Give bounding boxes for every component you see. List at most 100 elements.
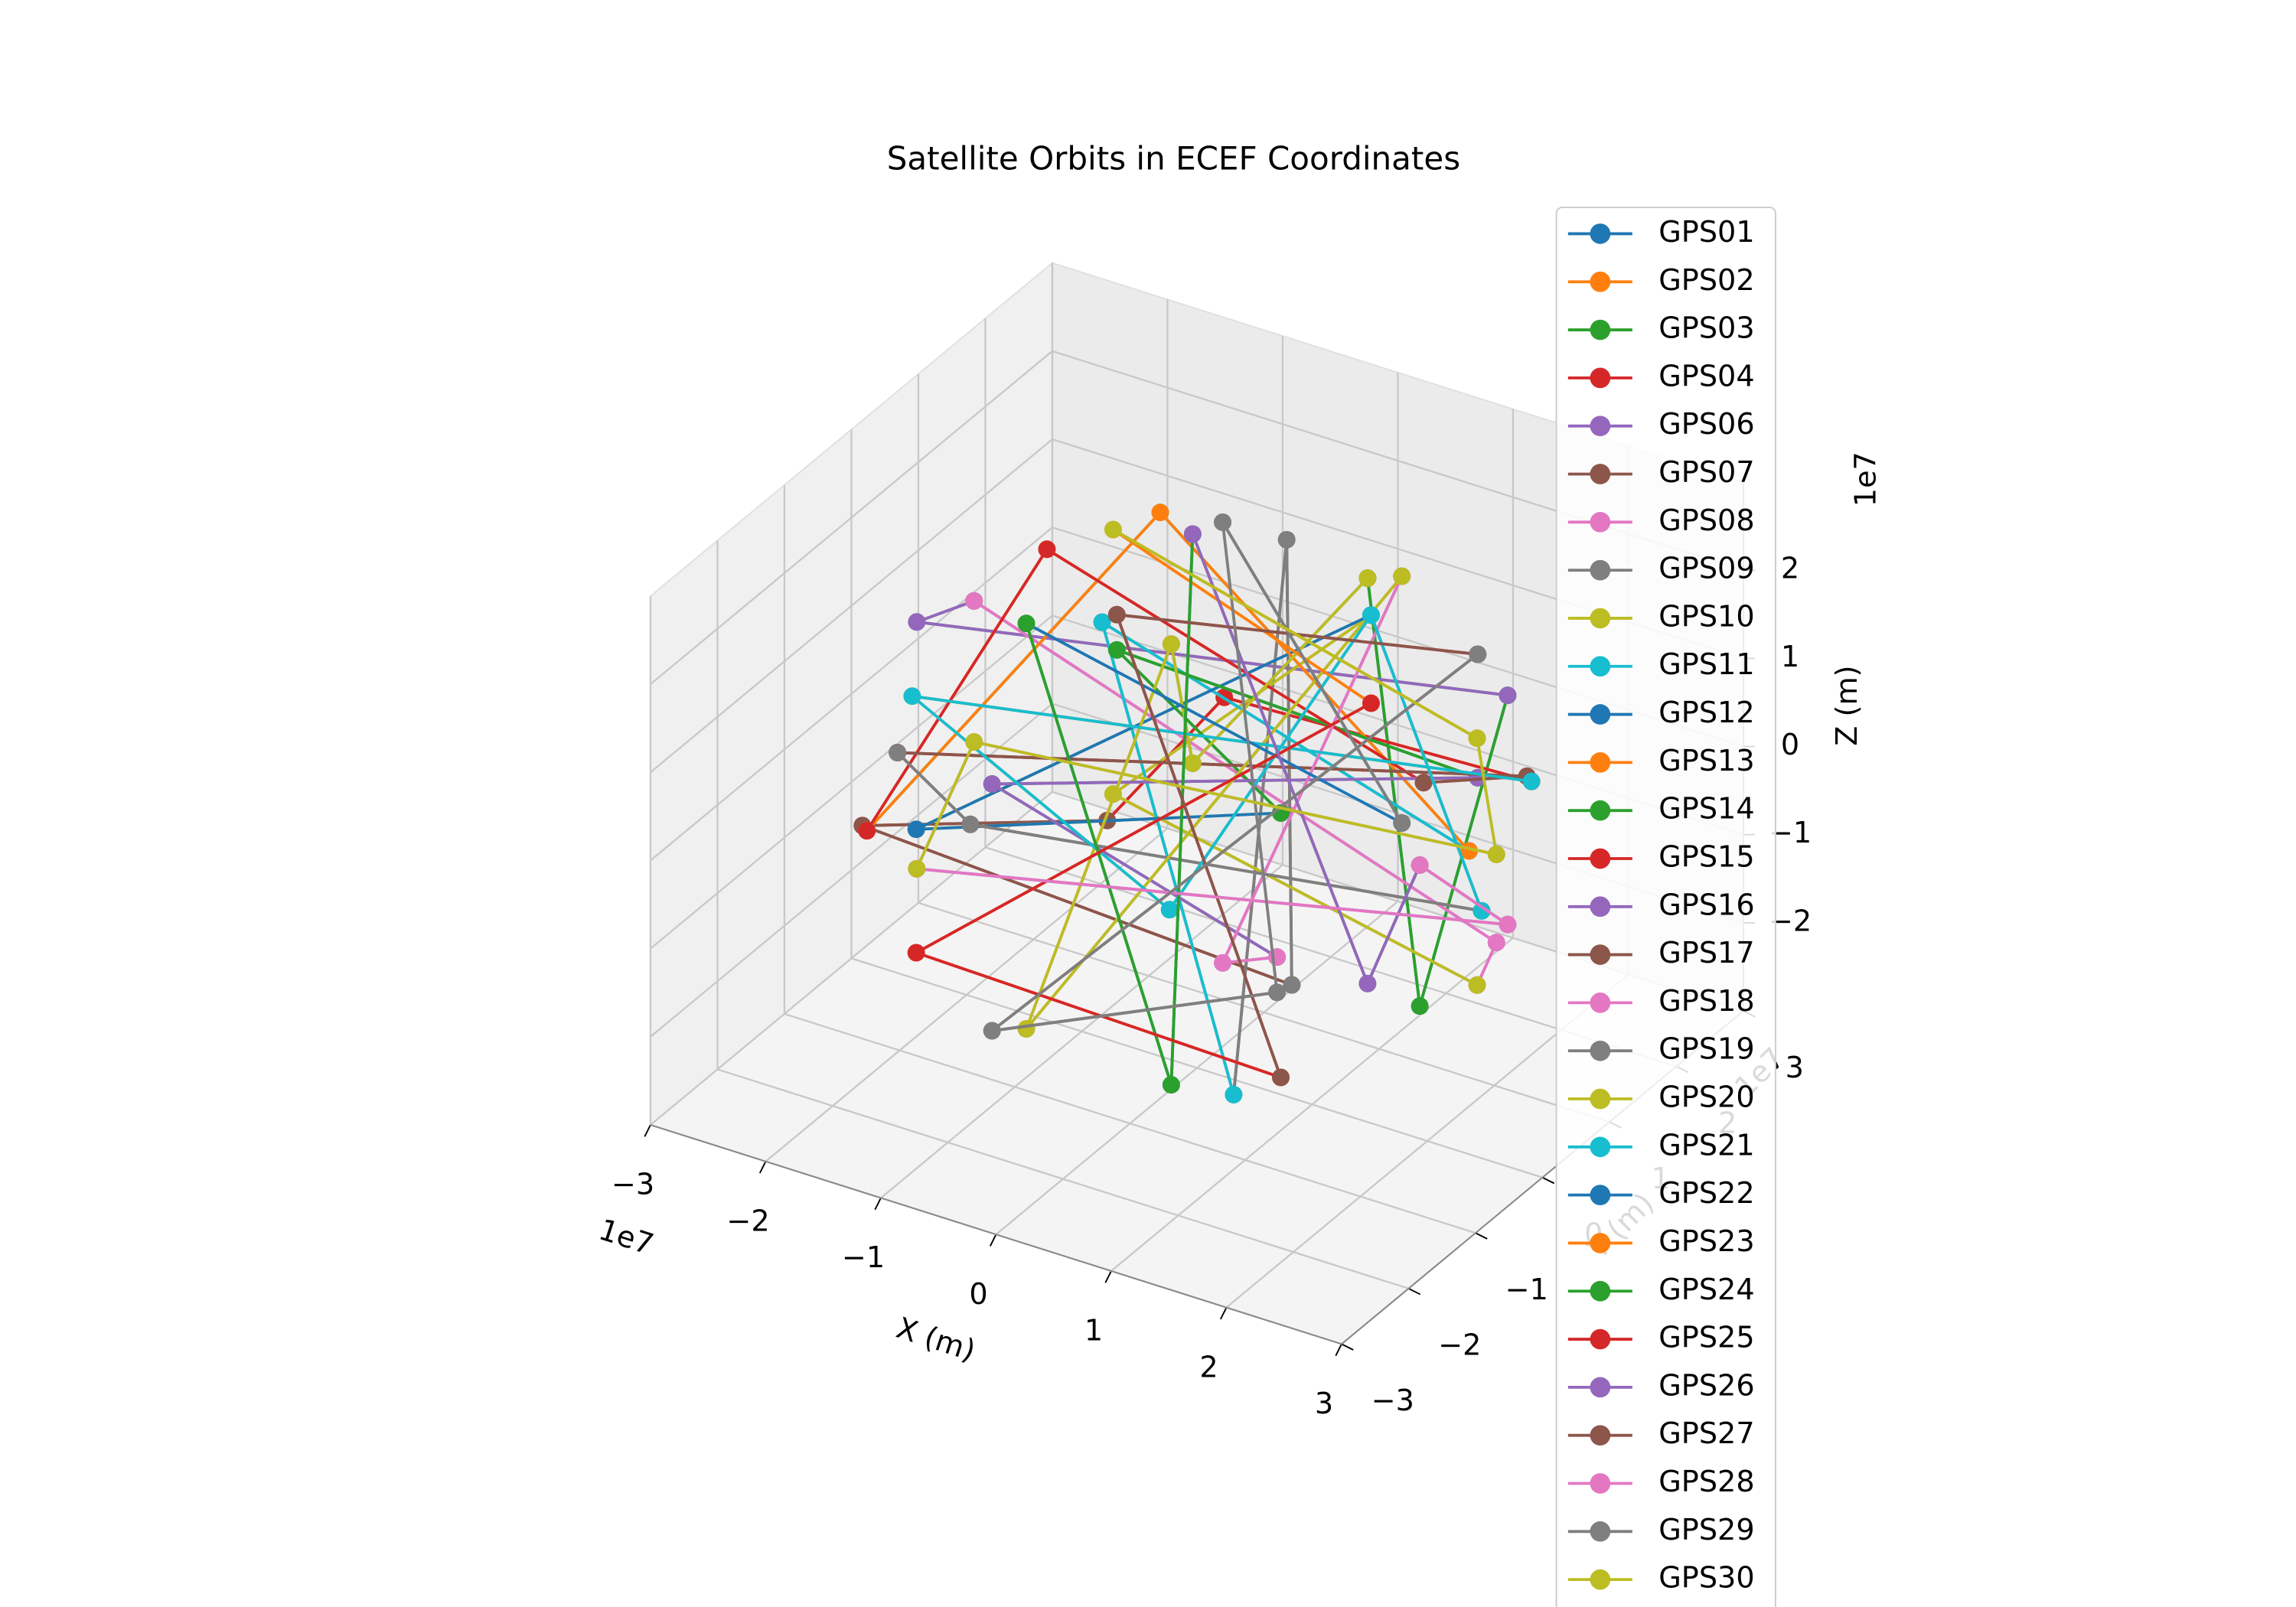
orbit-point [907, 944, 925, 962]
x-tick-label: 3 [1315, 1387, 1333, 1421]
orbit-point [1283, 976, 1301, 994]
legend-marker [1590, 319, 1611, 341]
legend-label: GPS19 [1658, 1033, 1754, 1067]
orbit-point [903, 687, 921, 706]
legend-label: GPS24 [1658, 1273, 1754, 1307]
x-tick [1219, 1307, 1228, 1320]
orbit-point [1362, 606, 1380, 624]
legend-marker [1590, 1185, 1611, 1205]
orbit-point [1162, 1076, 1180, 1094]
legend-marker [1590, 1280, 1611, 1302]
y-tick [1542, 1176, 1555, 1185]
orbit-point [1393, 814, 1411, 832]
legend-marker [1590, 511, 1611, 533]
orbit-point [908, 613, 926, 631]
orbit-point [1277, 530, 1296, 549]
legend-label: GPS04 [1658, 360, 1754, 393]
legend-marker [1590, 559, 1611, 581]
legend-label: GPS09 [1658, 553, 1754, 586]
orbit-point [1411, 856, 1429, 874]
legend-label: GPS13 [1658, 745, 1754, 778]
x-tick-label: 0 [969, 1278, 987, 1312]
x-tick [758, 1161, 767, 1174]
orbit-point [1469, 645, 1487, 663]
orbit-point [1183, 525, 1202, 543]
z-tick-label: 2 [1781, 553, 1799, 586]
orbit-point [1499, 915, 1517, 934]
orbit-point [983, 775, 1001, 793]
axis-line [650, 1124, 1342, 1345]
legend-label: GPS15 [1658, 840, 1754, 874]
orbit-point [1268, 983, 1287, 1002]
orbit-point [1487, 934, 1505, 952]
legend-marker [1590, 1328, 1611, 1350]
legend-label: GPS17 [1658, 937, 1754, 970]
orbit-point [1272, 1068, 1290, 1087]
legend-label: GPS23 [1658, 1225, 1754, 1259]
grid-line [650, 526, 1053, 862]
orbit-point [1162, 635, 1180, 654]
legend-marker [1590, 1040, 1611, 1061]
orbit-point [1214, 953, 1232, 972]
legend-marker [1590, 1088, 1611, 1110]
z-tick-label: 0 [1781, 729, 1799, 762]
y-tick-label: −1 [1505, 1273, 1548, 1307]
orbit-point [1225, 1085, 1243, 1103]
orbit-point [965, 592, 983, 610]
x-tick [989, 1234, 997, 1247]
orbit-point [1473, 901, 1491, 920]
legend-marker [1590, 367, 1611, 389]
legend-label: GPS18 [1658, 985, 1754, 1019]
legend-marker [1590, 1569, 1611, 1590]
orbit-point [907, 820, 925, 839]
grid-line [717, 1068, 1409, 1289]
legend-marker [1590, 464, 1611, 484]
orbit-point [965, 733, 983, 751]
legend-marker [1590, 896, 1611, 918]
orbit-point [1362, 694, 1380, 712]
legend-label: GPS30 [1658, 1562, 1754, 1596]
y-tick [1341, 1343, 1354, 1351]
legend-marker [1590, 608, 1611, 629]
z-axis-label: Z (m) [1831, 665, 1864, 745]
legend-label: GPS21 [1658, 1129, 1754, 1162]
orbit-point [1468, 976, 1486, 994]
y-tick [1475, 1232, 1488, 1240]
x-tick-label: −2 [726, 1204, 769, 1238]
orbit-point [1107, 641, 1126, 659]
legend-label: GPS07 [1658, 456, 1754, 490]
legend-label: GPS25 [1658, 1322, 1754, 1355]
orbit-point [983, 1022, 1001, 1040]
legend-label: GPS06 [1658, 408, 1754, 442]
legend-label: GPS20 [1658, 1081, 1754, 1115]
orbit-point [1414, 774, 1433, 792]
y-tick-label: −2 [1438, 1329, 1481, 1363]
legend-label: GPS12 [1658, 696, 1754, 730]
orbit-point [1358, 974, 1377, 993]
orbit-point [1160, 901, 1179, 919]
orbit-point [1499, 686, 1517, 705]
legend-marker [1590, 223, 1611, 244]
orbit-point [1468, 729, 1486, 748]
x-tick-label: −1 [842, 1241, 885, 1275]
x-tick-label: 2 [1199, 1351, 1218, 1384]
orbit-point [961, 815, 980, 833]
legend-label: GPS14 [1658, 793, 1754, 826]
legend-marker [1590, 800, 1611, 821]
z-offset-label: 1e7 [1850, 451, 1883, 507]
legend-label: GPS03 [1658, 312, 1754, 346]
legend-marker [1590, 1233, 1611, 1253]
x-tick [644, 1124, 651, 1137]
y-tick [1408, 1287, 1421, 1296]
legend-label: GPS01 [1658, 216, 1754, 249]
orbit-point [1038, 540, 1056, 559]
legend-marker [1590, 1473, 1611, 1494]
legend-box [1555, 207, 1776, 1607]
grid-line [650, 614, 1053, 950]
orbit-point [1104, 520, 1122, 539]
y-tick-label: 3 [1786, 1051, 1804, 1085]
orbit-point [858, 822, 876, 840]
x-tick-label: −3 [612, 1169, 654, 1202]
